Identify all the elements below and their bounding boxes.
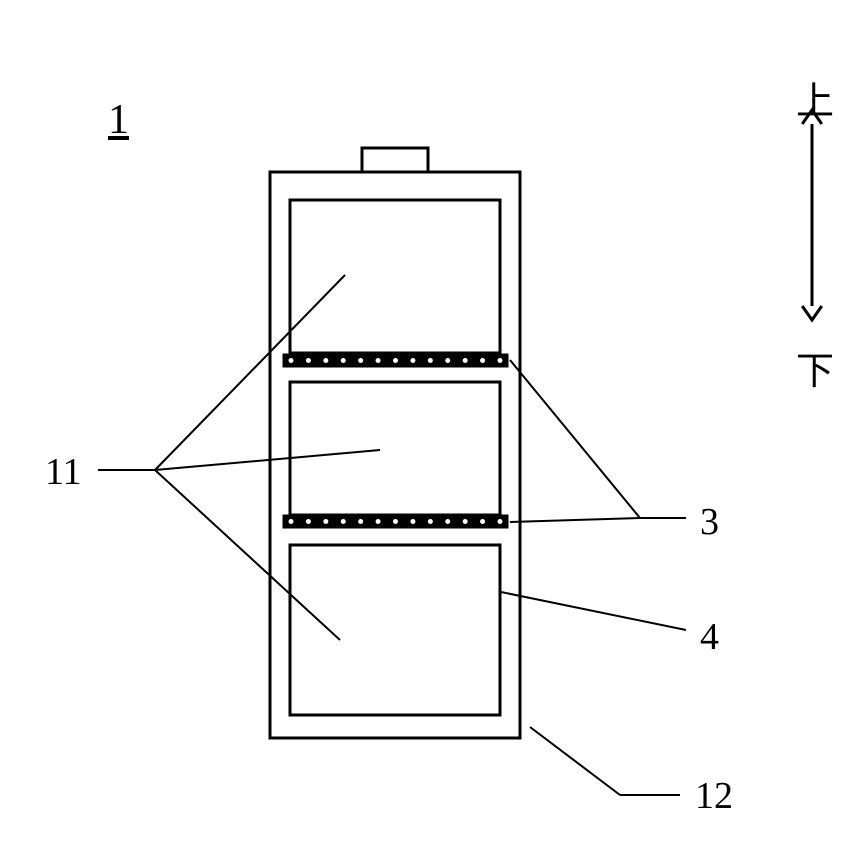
reference-label-11: 11	[45, 450, 82, 494]
up-direction-label: 上	[796, 70, 834, 125]
reference-label-3: 3	[700, 500, 719, 544]
reference-label-4: 4	[700, 615, 719, 659]
figure-number-label: 1	[108, 96, 129, 144]
figure-number-text: 1	[108, 97, 129, 143]
down-direction-label: 下	[796, 340, 834, 395]
technical-diagram	[0, 0, 866, 848]
reference-label-12: 12	[695, 774, 733, 818]
